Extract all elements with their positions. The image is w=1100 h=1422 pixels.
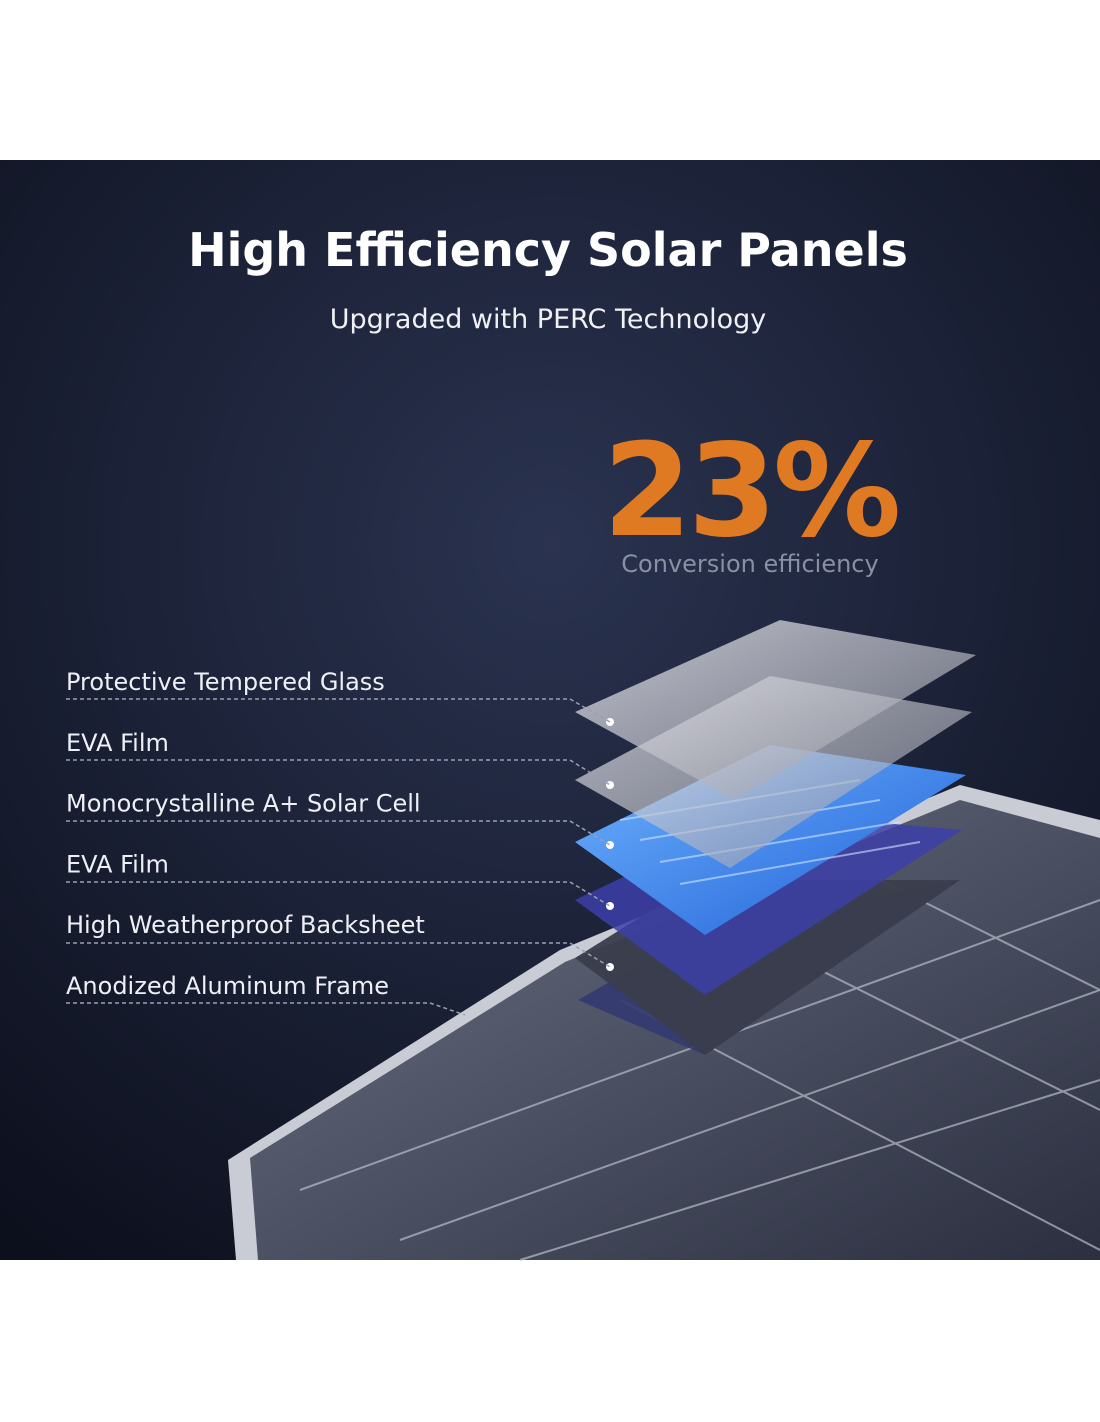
title: High Efficiency Solar Panels [188, 223, 908, 277]
layer-label: Monocrystalline A+ Solar Cell [66, 790, 421, 818]
leader-lines [66, 698, 611, 1016]
layer-label: Protective Tempered Glass [66, 668, 385, 696]
layer-label: EVA Film [66, 729, 169, 757]
layer-labels: Protective Tempered Glass EVA Film Monocry… [66, 668, 425, 1000]
efficiency-value: 23% [603, 417, 898, 566]
solar-panel-illustration [228, 620, 1100, 1261]
efficiency-caption: Conversion efficiency [621, 550, 878, 578]
subtitle: Upgraded with PERC Technology [330, 304, 766, 335]
layer-label: High Weatherproof Backsheet [66, 911, 425, 939]
layer-label: Anodized Aluminum Frame [66, 972, 389, 1000]
layer-label: EVA Film [66, 850, 169, 878]
